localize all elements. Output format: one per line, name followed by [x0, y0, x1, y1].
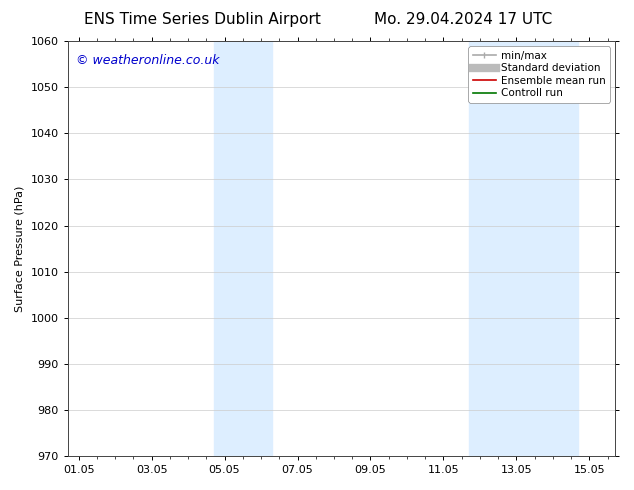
Bar — [527, 41, 578, 456]
Legend: min/max, Standard deviation, Ensemble mean run, Controll run: min/max, Standard deviation, Ensemble me… — [469, 47, 610, 102]
Bar — [214, 41, 272, 456]
Y-axis label: Surface Pressure (hPa): Surface Pressure (hPa) — [15, 185, 25, 312]
Bar — [469, 41, 527, 456]
Text: ENS Time Series Dublin Airport: ENS Time Series Dublin Airport — [84, 12, 321, 27]
Text: Mo. 29.04.2024 17 UTC: Mo. 29.04.2024 17 UTC — [373, 12, 552, 27]
Text: © weatheronline.co.uk: © weatheronline.co.uk — [76, 54, 219, 67]
